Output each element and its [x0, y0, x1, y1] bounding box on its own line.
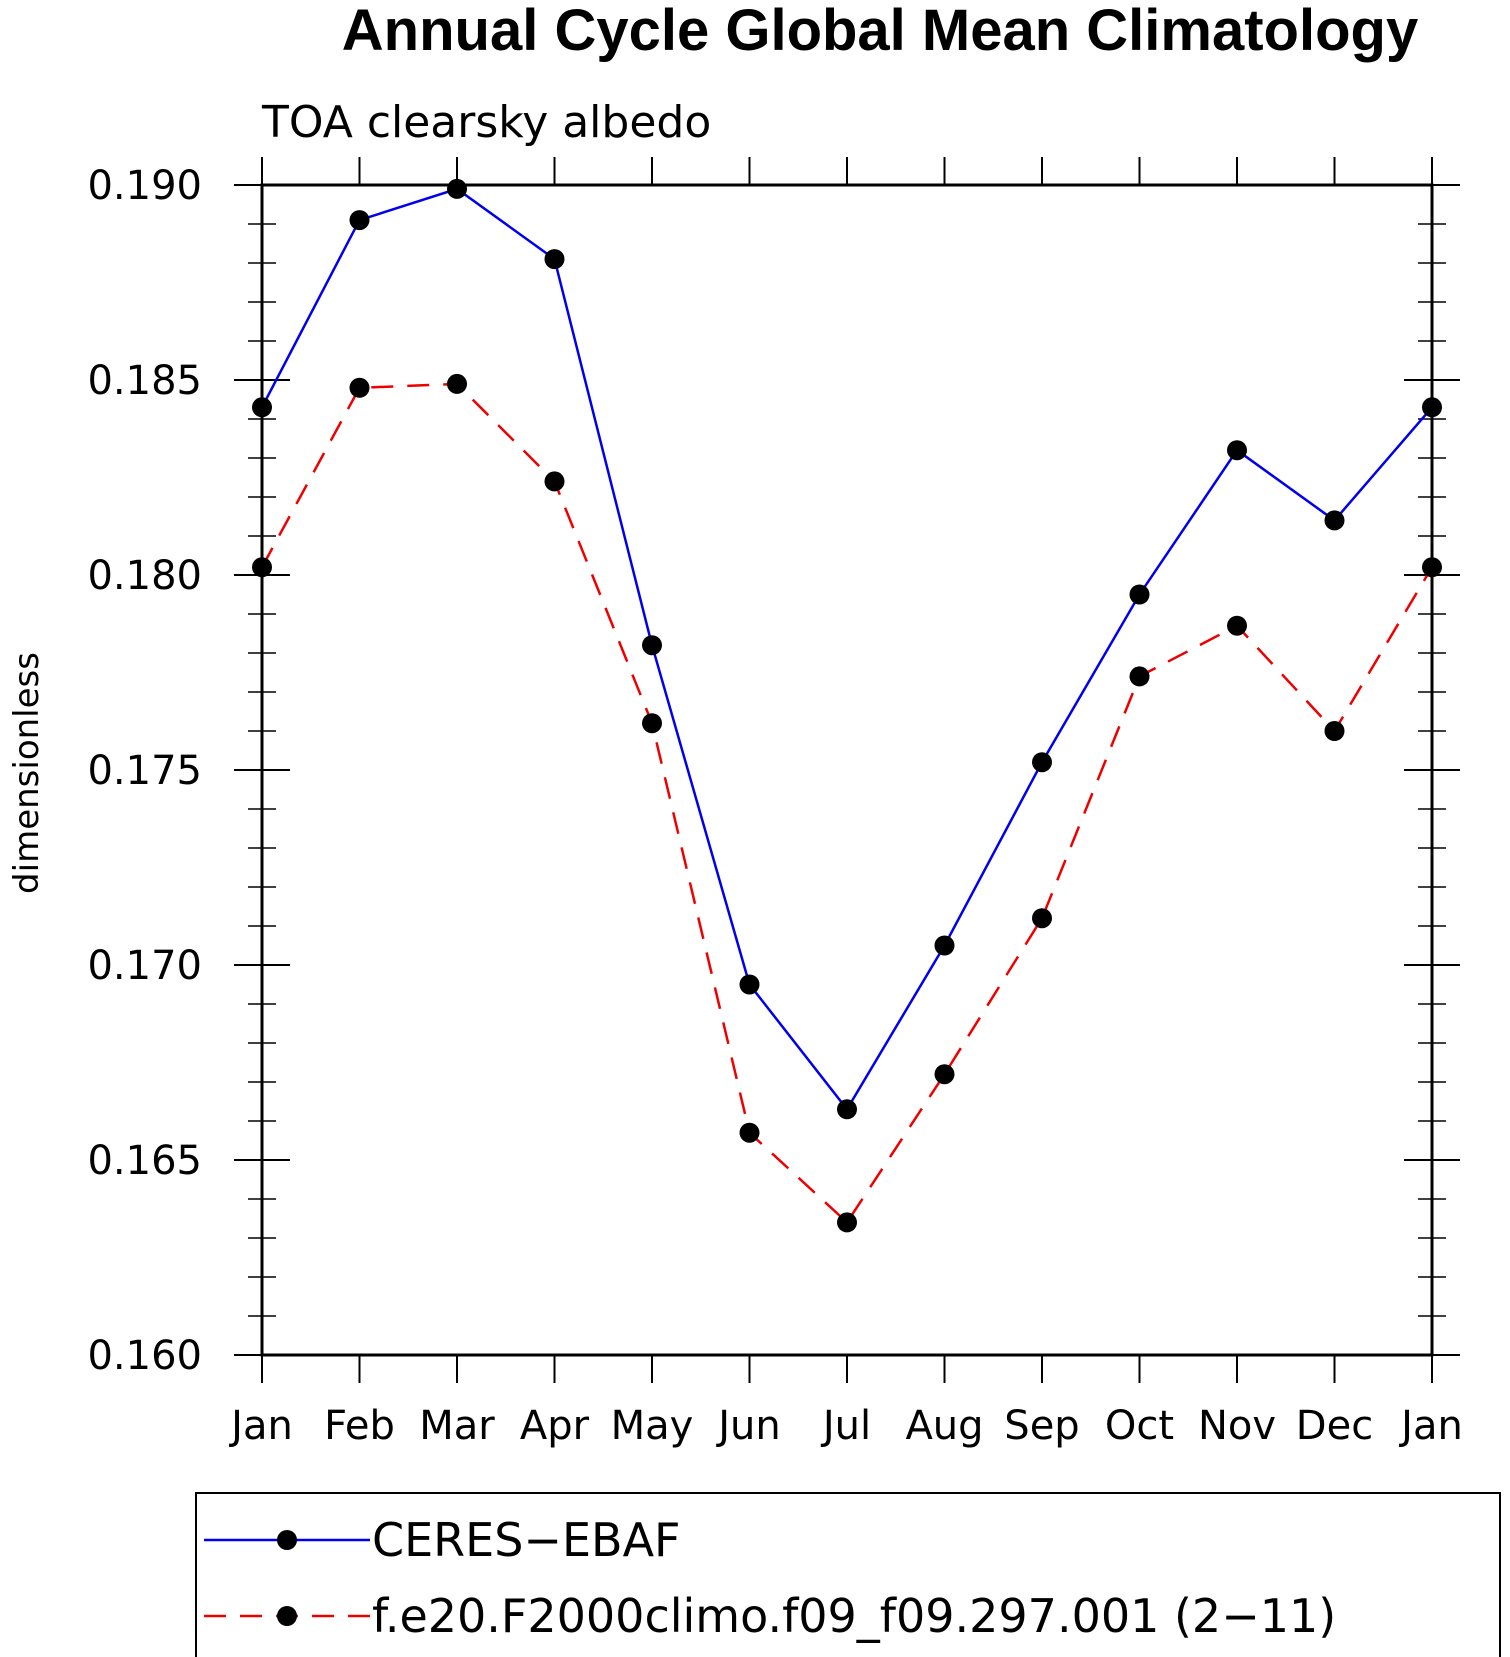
chart-title: Annual Cycle Global Mean Climatology: [342, 0, 1418, 63]
x-tick-label: Mar: [419, 1403, 495, 1449]
legend-marker: [277, 1606, 297, 1626]
legend: CERES−EBAF f.e20.F2000climo.f09_f09.297.0…: [195, 1492, 1501, 1657]
data-point: [349, 210, 370, 231]
legend-label: CERES−EBAF: [372, 1513, 681, 1567]
y-tick-label: 0.165: [87, 1138, 202, 1184]
axes: [234, 157, 1460, 1383]
legend-frame: [195, 1492, 1501, 1657]
data-point: [1032, 908, 1052, 929]
y-tick-label: 0.175: [87, 748, 202, 794]
data-point: [252, 557, 272, 578]
series-line: [260, 187, 1433, 1112]
data-point: [1227, 615, 1247, 636]
data-point: [1422, 397, 1442, 418]
y-tick-label: 0.185: [87, 358, 202, 404]
data-point: [1032, 752, 1052, 773]
chart-subtitle: TOA clearsky albedo: [261, 97, 711, 148]
y-tick-label: 0.190: [87, 163, 202, 209]
x-tick-label: Jan: [1398, 1403, 1463, 1449]
x-tick-label: May: [611, 1403, 694, 1449]
legend-item: CERES−EBAF: [204, 1513, 681, 1567]
x-tick-label: Aug: [905, 1403, 983, 1449]
data-point: [447, 178, 467, 199]
data-point: [642, 635, 662, 656]
data-point: [1129, 666, 1150, 687]
series-line: [260, 382, 1434, 1225]
data-point: [739, 1122, 760, 1143]
y-tick-labels: 0.160 0.165 0.170 0.175 0.180 0.185 0.190: [87, 163, 202, 1379]
data-point: [1227, 440, 1247, 461]
data-point: [934, 1064, 955, 1085]
y-tick-label: 0.160: [87, 1333, 202, 1379]
x-tick-label: Sep: [1004, 1403, 1079, 1449]
data-point: [934, 935, 955, 956]
data-point: [642, 713, 662, 734]
data-point: [252, 397, 272, 418]
x-tick-label: Dec: [1296, 1403, 1373, 1449]
x-tick-label: Apr: [520, 1403, 590, 1449]
data-point: [837, 1099, 857, 1120]
y-tick-label: 0.180: [87, 553, 202, 599]
x-tick-label: Feb: [324, 1403, 395, 1449]
data-point: [544, 249, 565, 270]
x-tick-label: Nov: [1198, 1403, 1276, 1449]
data-point: [544, 471, 565, 492]
x-tick-label: Jul: [820, 1403, 871, 1449]
data-point: [1422, 557, 1442, 578]
data-point: [1324, 510, 1345, 531]
y-axis-label: dimensionless: [7, 652, 47, 894]
data-point: [349, 377, 370, 398]
legend-item: f.e20.F2000climo.f09_f09.297.001 (2−11): [204, 1589, 1336, 1643]
plot-frame: [260, 183, 1434, 1357]
x-tick-label: Jan: [228, 1403, 293, 1449]
y-tick-label: 0.170: [87, 943, 202, 989]
x-tick-labels: Jan Feb Mar Apr May Jun Jul Aug Sep Oct Nov Dec Jan: [228, 1403, 1463, 1449]
data-point: [1129, 584, 1150, 605]
data-point: [447, 373, 467, 394]
data-point: [837, 1212, 857, 1233]
series-2: [252, 373, 1442, 1233]
data-point: [1324, 721, 1345, 741]
x-tick-label: Oct: [1105, 1403, 1174, 1449]
data-point: [739, 974, 760, 995]
legend-label: f.e20.F2000climo.f09_f09.297.001 (2−11): [372, 1589, 1336, 1643]
series-1: [252, 178, 1442, 1120]
x-tick-label: Jun: [715, 1403, 781, 1449]
series-layer: [252, 178, 1442, 1233]
legend-marker: [277, 1530, 297, 1550]
